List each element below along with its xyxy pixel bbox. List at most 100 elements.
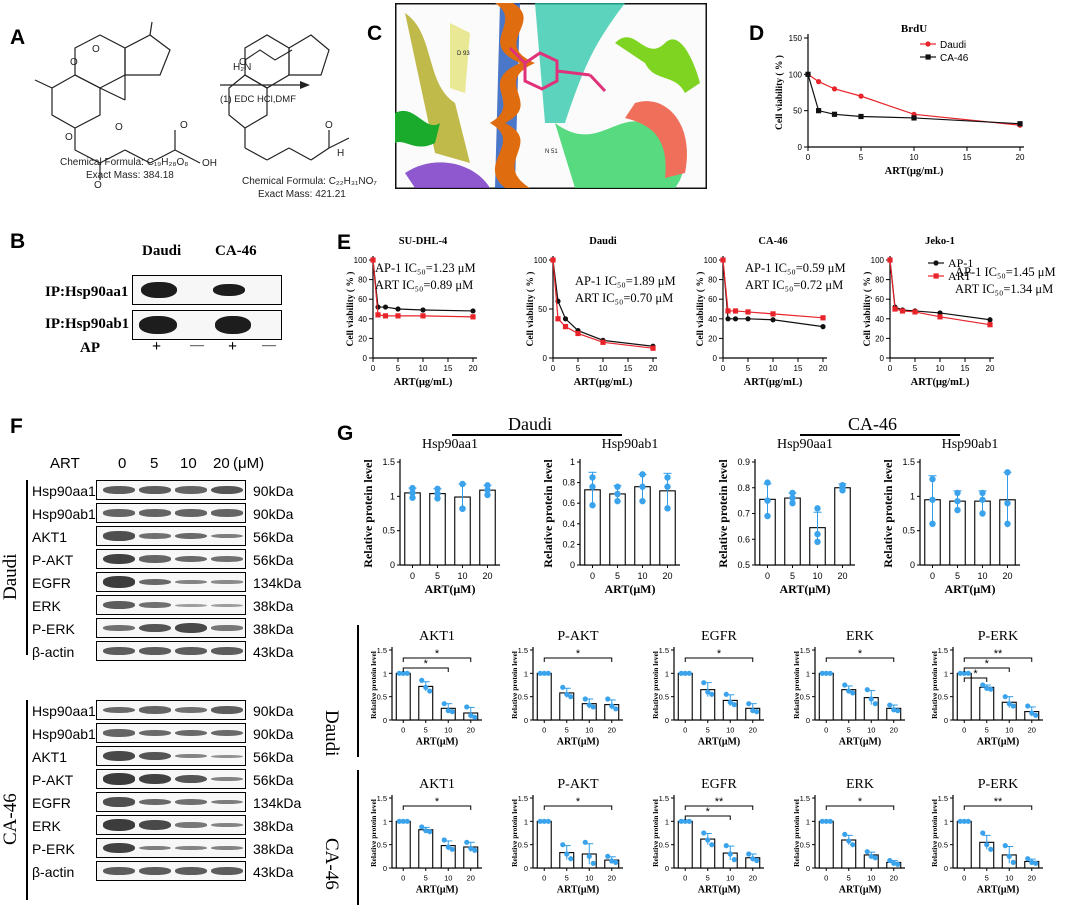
replicate-point: [887, 702, 893, 708]
blot-band: [139, 773, 171, 785]
replicate-point: [887, 857, 893, 864]
x-axis-label: ART(μM): [839, 885, 882, 896]
chart-e-ca46: CA-46 0 20 40 60 80 100 0 5 10 15 20 ART(μg/mL) Cell …: [695, 236, 846, 388]
replicate-point: [1010, 859, 1016, 865]
x-tick-label: 15: [624, 364, 633, 373]
y-tick-label: 1: [570, 457, 575, 467]
svg-text:H: H: [337, 148, 344, 159]
x-axis-label: ART(μg/mL): [911, 377, 970, 388]
ic50-annotation: ART IC₅₀=0.72 μM: [745, 278, 843, 292]
kda-label: 90kDa: [253, 703, 294, 719]
bar: [404, 492, 421, 566]
x-tick-label: 20: [749, 726, 757, 735]
g-row-line-daudi: [357, 625, 359, 757]
replicate-point: [842, 831, 848, 837]
x-tick-label: 0: [962, 726, 966, 735]
significance-bracket: [963, 805, 1033, 810]
blot-strip: [96, 595, 246, 615]
x-tick-label: 20: [467, 726, 475, 735]
legend-label: CA-46: [940, 53, 969, 64]
y-axis-label: Cell viability ( % ): [862, 272, 873, 347]
y-tick-label: 0.5: [938, 841, 948, 850]
replicate-point: [979, 489, 986, 497]
kda-label: 38kDa: [253, 818, 294, 834]
chart-g-ca46-perk: P-ERK 0 0.5 1 1.5 0 5 10 20 ART(μM) Relative prote…: [930, 777, 1043, 896]
chart-title: P-ERK: [978, 629, 1018, 644]
right-formula: Chemical Formula: C₂₂H₃₁NO₇: [242, 176, 377, 187]
legend-label: Daudi: [940, 40, 966, 51]
docking-structure-image: D 93 N 51: [395, 3, 707, 189]
replicate-point: [754, 709, 760, 715]
chart-title: CA-46: [758, 236, 787, 247]
blot-band: [175, 867, 207, 875]
blot-band: [139, 845, 171, 851]
replicate-point: [589, 474, 596, 481]
blot-strip: [96, 792, 246, 812]
replicate-point: [419, 677, 425, 683]
y-axis-label: Relative protein level: [881, 459, 895, 568]
x-tick-label: 0: [806, 153, 811, 162]
x-tick-label: 20: [482, 571, 492, 581]
data-point: [1017, 121, 1023, 127]
replicate-point: [409, 484, 416, 492]
y-tick-label: 0.5: [659, 693, 669, 702]
x-tick-label: 0: [721, 364, 726, 373]
chart-g-daudi-perk: P-ERK 0 0.5 1 1.5 0 5 10 20 ART(μM) Relative prote…: [930, 629, 1043, 748]
replicate-point: [701, 680, 707, 686]
blot-band: [211, 846, 243, 850]
data-point: [562, 324, 569, 330]
y-tick-label: 0: [713, 354, 718, 363]
blot-band: [211, 533, 243, 539]
significance-label: *: [576, 648, 581, 660]
series-line-1: [889, 259, 991, 326]
bar: [418, 829, 434, 869]
blot-b-row1-label: IP:Hsp90aa1: [45, 284, 129, 300]
bar: [784, 497, 801, 566]
chart-e-jeko1: Jeko-1 0 20 40 60 80 100 0 5 10 15 20 ART(μg/mL) Cell…: [862, 236, 1056, 388]
replicate-point: [814, 505, 821, 512]
replicate-point: [754, 857, 760, 864]
residue-label-1: D 93: [457, 51, 470, 57]
replicate-point: [582, 839, 588, 845]
blot-band: [211, 485, 243, 495]
data-point: [770, 317, 776, 323]
replicate-point: [537, 670, 543, 676]
x-tick-label: 20: [1028, 726, 1036, 735]
data-point: [575, 330, 581, 337]
y-tick-label: 0: [383, 716, 387, 725]
x-axis-label: ART(μM): [779, 582, 830, 596]
blot-band: [175, 754, 207, 758]
replicate-point: [434, 490, 441, 497]
chart-title: Hsp90aa1: [422, 437, 478, 452]
blot-b-row2-label: IP:Hsp90ab1: [45, 316, 130, 332]
x-tick-label: 0: [401, 874, 405, 883]
blot-band: [175, 799, 207, 805]
x-tick-label: 5: [847, 874, 851, 883]
x-tick-label: 0: [683, 726, 687, 735]
blot-strip: [96, 618, 246, 638]
data-point: [987, 322, 993, 328]
y-tick-label: 1.5: [800, 794, 810, 803]
blot-row-label: EGFR: [32, 575, 71, 591]
blot-strip: [96, 549, 246, 569]
legend-label: AP-1: [948, 256, 973, 270]
replicate-point: [541, 670, 547, 676]
g-row-label-ca46-text: CA-46: [321, 838, 342, 890]
replicate-point: [590, 860, 596, 866]
y-tick-label: 1.5: [659, 794, 669, 803]
replicate-point: [1004, 500, 1011, 507]
significance-label: **: [715, 796, 724, 808]
legend-marker: [933, 260, 939, 266]
data-point: [420, 307, 426, 313]
replicate-point: [954, 506, 961, 514]
data-point: [858, 93, 864, 99]
blot-row-label: Hsp90ab1: [32, 726, 96, 742]
blot-band: [175, 729, 207, 737]
left-formula: Chemical Formula: C₁₉H₂₈O₈: [60, 157, 188, 168]
significance-bracket: [402, 657, 472, 662]
kda-label: 90kDa: [253, 726, 294, 742]
chart-title: ERK: [846, 629, 874, 644]
x-axis-label: ART(μM): [698, 737, 741, 748]
blot-strip: [96, 861, 246, 881]
replicate-point: [727, 851, 733, 857]
